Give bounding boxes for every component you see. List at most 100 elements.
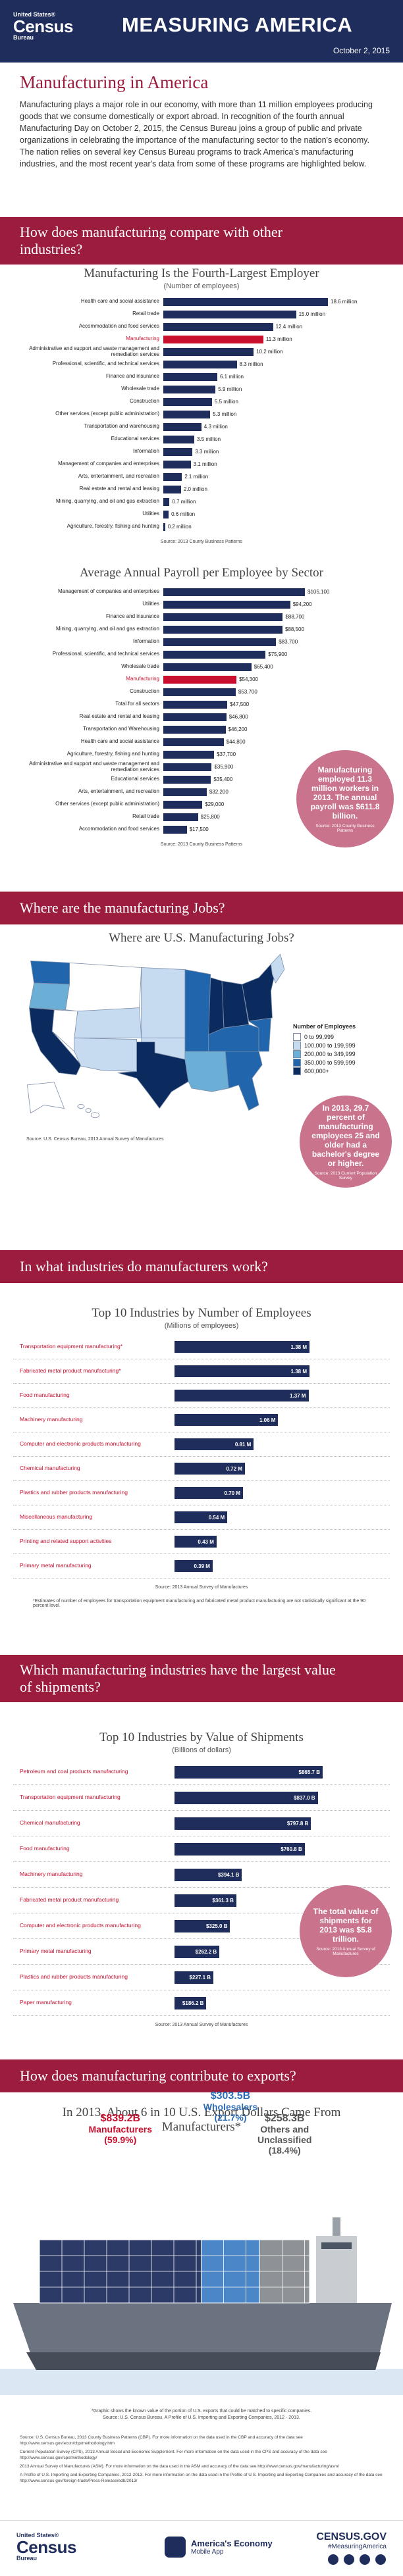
bar-row: Professional, scientific, and technical … bbox=[13, 648, 390, 661]
category-label: Utilities bbox=[142, 511, 159, 517]
bar bbox=[163, 588, 305, 596]
bar bbox=[163, 472, 182, 481]
bar bbox=[163, 460, 191, 468]
app-kind: Mobile App bbox=[191, 2548, 224, 2556]
bar bbox=[163, 800, 203, 809]
value-label: 0.72 M bbox=[226, 1465, 242, 1472]
bar bbox=[163, 813, 198, 821]
map-region bbox=[74, 1007, 142, 1038]
value-label: 1.37 M bbox=[290, 1392, 306, 1399]
callout-text: Manufacturing employed 11.3 million work… bbox=[310, 765, 380, 821]
category-label: Construction bbox=[130, 398, 159, 405]
value-label: 0.39 M bbox=[194, 1563, 210, 1569]
bar-row: Mining, quarrying, and oil and gas extra… bbox=[13, 495, 390, 508]
value-label: $37,700 bbox=[217, 751, 236, 757]
bar bbox=[163, 310, 296, 318]
value-label: 5.5 million bbox=[214, 399, 238, 405]
export-title: In 2013, About 6 in 10 U.S. Export Dolla… bbox=[62, 2106, 341, 2134]
value-label: 5.3 million bbox=[213, 411, 237, 417]
value-label: 11.3 million bbox=[265, 336, 292, 342]
value-label: $262.2 B bbox=[195, 1948, 217, 1955]
value-label: 12.4 million bbox=[275, 324, 303, 330]
category-label: Health care and social assistance bbox=[80, 298, 159, 305]
value-label: $53,700 bbox=[238, 689, 257, 695]
map-region bbox=[184, 1051, 229, 1092]
map-region bbox=[117, 1042, 189, 1109]
export-value: $303.5B bbox=[210, 2090, 251, 2102]
section-heading: How does manufacturing compare with othe… bbox=[20, 224, 282, 257]
bar bbox=[163, 600, 290, 609]
legend-item: 0 to 99,999 bbox=[293, 1032, 356, 1041]
value-label: 1.06 M bbox=[259, 1417, 276, 1423]
site-url[interactable]: CENSUS.GOV bbox=[316, 2531, 387, 2542]
bar-row: Transportation and Warehousing $46,200 bbox=[13, 723, 390, 736]
source-line: 2013 Annual Survey of Manufactures (ASM)… bbox=[20, 2464, 339, 2469]
bar bbox=[163, 725, 226, 734]
social-icon[interactable] bbox=[360, 2554, 370, 2565]
chart-rows: Transportation equipment manufacturing* 1… bbox=[13, 1335, 390, 1578]
category-label: Other services (except public administra… bbox=[55, 801, 159, 807]
chart-source: Source: 2013 County Business Patterns bbox=[160, 842, 243, 847]
value-label: 4.3 million bbox=[203, 424, 228, 430]
section-heading: Where are the manufacturing Jobs? bbox=[20, 899, 225, 916]
value-label: $17,500 bbox=[189, 826, 209, 832]
value-label: 15.0 million bbox=[298, 311, 326, 317]
bar-row: Food manufacturing 1.37 M bbox=[13, 1384, 390, 1408]
category-label: Management of companies and enterprises bbox=[58, 461, 159, 467]
bar-row: Arts, entertainment, and recreation $32,2… bbox=[13, 786, 390, 798]
category-label: Real estate and rental and leasing bbox=[79, 486, 159, 492]
logo-top: United States® bbox=[13, 11, 56, 18]
sources: Source: U.S. Census Bureau, 2013 County … bbox=[20, 2435, 383, 2487]
bar: $325.0 B bbox=[175, 1919, 230, 1932]
bar bbox=[163, 700, 228, 709]
map-region bbox=[29, 1007, 82, 1075]
legend-title: Number of Employees bbox=[293, 1023, 356, 1030]
category-label: Finance and insurance bbox=[106, 613, 159, 620]
social-icon[interactable] bbox=[344, 2554, 354, 2565]
value-label: $394.1 B bbox=[217, 1871, 240, 1878]
bar-row: Agriculture, forestry, fishing and hunti… bbox=[13, 520, 390, 533]
value-label: $797.8 B bbox=[286, 1820, 309, 1827]
value-label: $75,900 bbox=[268, 651, 288, 657]
callout: In 2013, 29.7 percent of manufacturing e… bbox=[300, 1096, 392, 1188]
bar bbox=[163, 675, 237, 684]
category-label: Wholesale trade bbox=[121, 386, 159, 392]
source-line: A Profile of U.S. Importing and Exportin… bbox=[20, 2473, 383, 2483]
section-band: How does manufacturing compare with othe… bbox=[0, 217, 403, 265]
value-label: $186.2 B bbox=[182, 2000, 204, 2006]
chart-subtitle: (Millions of employees) bbox=[164, 1322, 239, 1330]
callout-text: In 2013, 29.7 percent of manufacturing e… bbox=[311, 1103, 380, 1168]
social-icon[interactable] bbox=[375, 2554, 386, 2565]
bar bbox=[163, 650, 266, 659]
logo-top: United States® bbox=[16, 2532, 59, 2538]
legend-label: 100,000 to 199,999 bbox=[304, 1042, 356, 1049]
value-label: 3.1 million bbox=[193, 461, 217, 467]
bar-row: Plastics and rubber products manufacturi… bbox=[13, 1481, 390, 1505]
value-label: $88,700 bbox=[285, 614, 305, 620]
category-label: Machinery manufacturing bbox=[20, 1871, 83, 1878]
bar-row: Real estate and rental and leasing 2.0 mi… bbox=[13, 483, 390, 495]
category-label: Retail trade bbox=[132, 813, 159, 820]
value-label: $54,300 bbox=[239, 676, 258, 682]
container-ship bbox=[0, 2217, 403, 2395]
social-icon[interactable] bbox=[328, 2554, 338, 2565]
value-label: $361.3 B bbox=[212, 1897, 234, 1904]
chart-title: Top 10 Industries by Value of Shipments bbox=[99, 1730, 304, 1744]
value-label: $35,900 bbox=[214, 764, 234, 770]
map-region bbox=[271, 953, 285, 984]
bar-row: Administrative and support and waste man… bbox=[13, 345, 390, 358]
intro-text: Manufacturing plays a major role in our … bbox=[20, 100, 373, 168]
bar-row: Management of companies and enterprises $… bbox=[13, 586, 390, 598]
bar-row: Administrative and support and waste man… bbox=[13, 761, 390, 773]
section-band: In what industries do manufacturers work… bbox=[0, 1250, 403, 1283]
category-label: Transportation equipment manufacturing* bbox=[20, 1343, 123, 1350]
bar-row: Finance and insurance $88,700 bbox=[13, 611, 390, 623]
bar-row: Computer and electronic products manufac… bbox=[13, 1432, 390, 1457]
site-info: CENSUS.GOV #MeasuringAmerica bbox=[316, 2531, 387, 2569]
header-date: October 2, 2015 bbox=[333, 46, 390, 55]
bar: $865.7 B bbox=[175, 1765, 323, 1779]
bar-row: Construction 5.5 million bbox=[13, 395, 390, 408]
bar-row: Primary metal manufacturing 0.39 M bbox=[13, 1554, 390, 1578]
chart-source: Source: 2013 Annual Survey of Manufactur… bbox=[155, 1585, 248, 1590]
value-label: 0.43 M bbox=[198, 1538, 214, 1545]
